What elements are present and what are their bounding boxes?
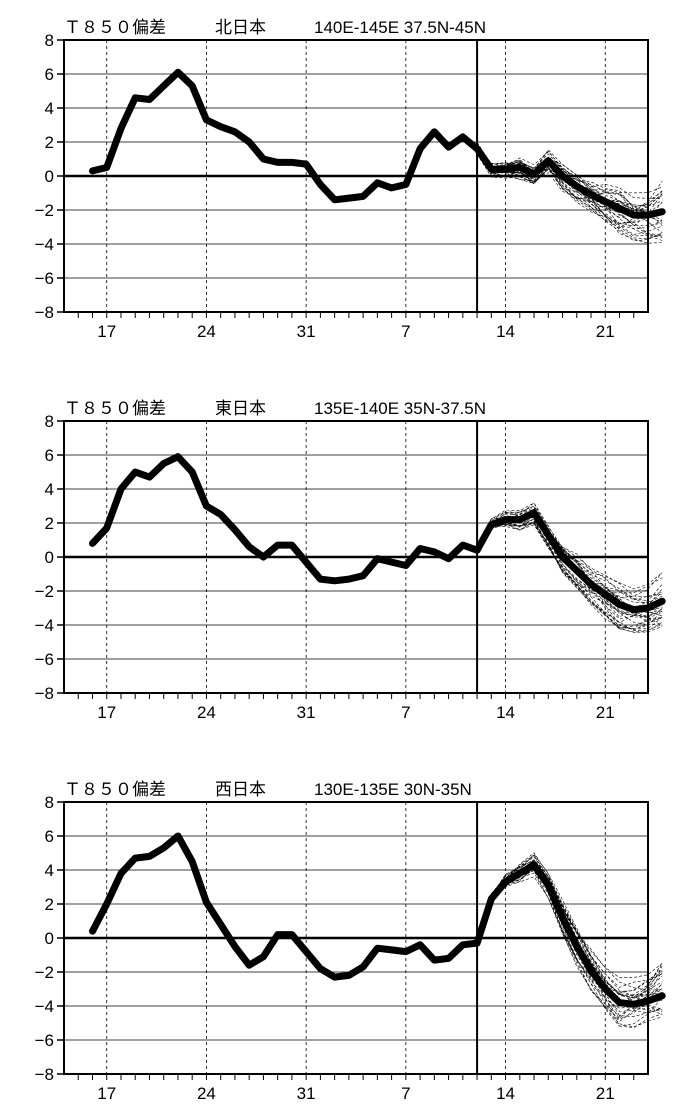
chart-title-region: 北日本	[215, 18, 266, 37]
y-tick-label: 8	[45, 31, 54, 50]
y-tick-label: 2	[45, 895, 54, 914]
y-tick-label: −4	[35, 997, 54, 1016]
x-tick-label: 21	[596, 703, 615, 722]
x-tick-label: 17	[97, 703, 116, 722]
y-tick-label: 8	[45, 793, 54, 812]
y-tick-label: 8	[45, 412, 54, 431]
x-tick-label: 31	[297, 1084, 316, 1103]
panel-west-japan: Ｔ８５０偏差 西日本 130E-135E 30N-35N 8 6 4 2 0 −2 −4 −6…	[35, 780, 666, 1103]
chart-title-domain: 140E-145E 37.5N-45N	[314, 18, 486, 37]
ensemble-mean-line	[473, 509, 666, 614]
x-tick-label: 14	[496, 1084, 515, 1103]
x-tick-label: 21	[596, 1084, 615, 1103]
y-tick-label: 2	[45, 133, 54, 152]
y-tick-label: −8	[35, 1065, 54, 1084]
y-tick-label: −8	[35, 303, 54, 322]
x-tick-label: 21	[596, 322, 615, 341]
x-tick-label: 24	[197, 322, 216, 341]
ensemble-mean-line	[473, 861, 666, 1008]
ensemble-mean-line	[473, 145, 666, 219]
ensemble-member-line	[476, 152, 663, 214]
y-tick-label: 0	[45, 929, 54, 948]
x-tick-label: 31	[297, 703, 316, 722]
y-tick-label: 4	[45, 480, 54, 499]
y-tick-label: 6	[45, 827, 54, 846]
ensemble-member-line	[476, 859, 663, 1011]
y-tick-label: 4	[45, 99, 54, 118]
ensemble-member-line	[476, 145, 663, 237]
y-tick-label: 2	[45, 514, 54, 533]
chart-title-domain: 130E-135E 30N-35N	[314, 780, 472, 799]
observed-line	[89, 832, 481, 981]
x-tick-label: 17	[97, 1084, 116, 1103]
y-tick-label: −2	[35, 582, 54, 601]
x-tick-label: 7	[401, 322, 410, 341]
ensemble-member-line	[476, 150, 663, 236]
chart-title-region: 東日本	[215, 399, 266, 418]
panel-north-japan: Ｔ８５０偏差 北日本 140E-145E 37.5N-45N 8 6 4 2 0 −2 −4…	[35, 18, 666, 341]
y-tick-label: −2	[35, 963, 54, 982]
y-tick-label: 4	[45, 861, 54, 880]
x-tick-label: 24	[197, 1084, 216, 1103]
ensemble-member-line	[476, 143, 663, 224]
y-tick-label: −6	[35, 1031, 54, 1050]
y-tick-label: 6	[45, 446, 54, 465]
x-tick-label: 14	[496, 703, 515, 722]
x-tick-label: 24	[197, 703, 216, 722]
ensemble-member-line	[476, 521, 663, 633]
ensemble-member-line	[476, 147, 663, 207]
y-tick-label: 0	[45, 167, 54, 186]
ensemble-member-line	[476, 865, 663, 979]
ensemble-member-line	[476, 151, 663, 221]
chart-title-element: Ｔ８５０偏差	[64, 18, 166, 37]
ensemble-member-line	[476, 852, 663, 998]
ensemble-member-line	[476, 149, 663, 242]
y-tick-label: 0	[45, 548, 54, 567]
x-tick-label: 14	[496, 322, 515, 341]
ensemble-member-line	[476, 876, 663, 1009]
ensemble-member-line	[476, 521, 663, 616]
chart-title-element: Ｔ８５０偏差	[64, 780, 166, 799]
ensemble-member-line	[476, 152, 663, 218]
chart-title-domain: 135E-140E 35N-37.5N	[314, 399, 486, 418]
ensemble-member-line	[476, 515, 663, 598]
x-tick-label: 31	[297, 322, 316, 341]
y-tick-label: −4	[35, 235, 54, 254]
observed-line	[89, 68, 481, 204]
y-tick-label: 6	[45, 65, 54, 84]
panel-east-japan: Ｔ８５０偏差 東日本 135E-140E 35N-37.5N 8 6 4 2 0 −2 −4…	[35, 399, 666, 722]
ensemble-member-line	[476, 516, 663, 631]
x-tick-label: 7	[401, 703, 410, 722]
observed-line	[89, 453, 481, 585]
y-tick-label: −8	[35, 684, 54, 703]
chart-title-region: 西日本	[215, 780, 266, 799]
y-tick-label: −4	[35, 616, 54, 635]
ensemble-member-line	[476, 145, 663, 215]
chart-title-element: Ｔ８５０偏差	[64, 399, 166, 418]
ensemble-member-line	[476, 154, 663, 229]
ensemble-member-line	[476, 518, 663, 630]
ensemble-member-line	[476, 505, 663, 599]
ensemble-member-line	[476, 149, 663, 241]
y-tick-label: −6	[35, 650, 54, 669]
y-tick-label: −6	[35, 269, 54, 288]
ensemble-member-line	[476, 856, 663, 1029]
y-tick-label: −2	[35, 201, 54, 220]
ensemble-member-line	[476, 853, 663, 997]
ensemble-member-line	[476, 142, 663, 226]
ensemble-member-line	[476, 519, 663, 604]
x-tick-label: 17	[97, 322, 116, 341]
ensemble-member-line	[476, 148, 663, 214]
x-tick-label: 7	[401, 1084, 410, 1103]
